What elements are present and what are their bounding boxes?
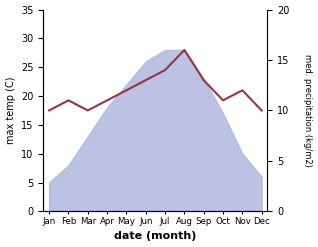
X-axis label: date (month): date (month) bbox=[114, 231, 197, 242]
Y-axis label: med. precipitation (kg/m2): med. precipitation (kg/m2) bbox=[303, 54, 313, 167]
Y-axis label: max temp (C): max temp (C) bbox=[5, 77, 16, 144]
